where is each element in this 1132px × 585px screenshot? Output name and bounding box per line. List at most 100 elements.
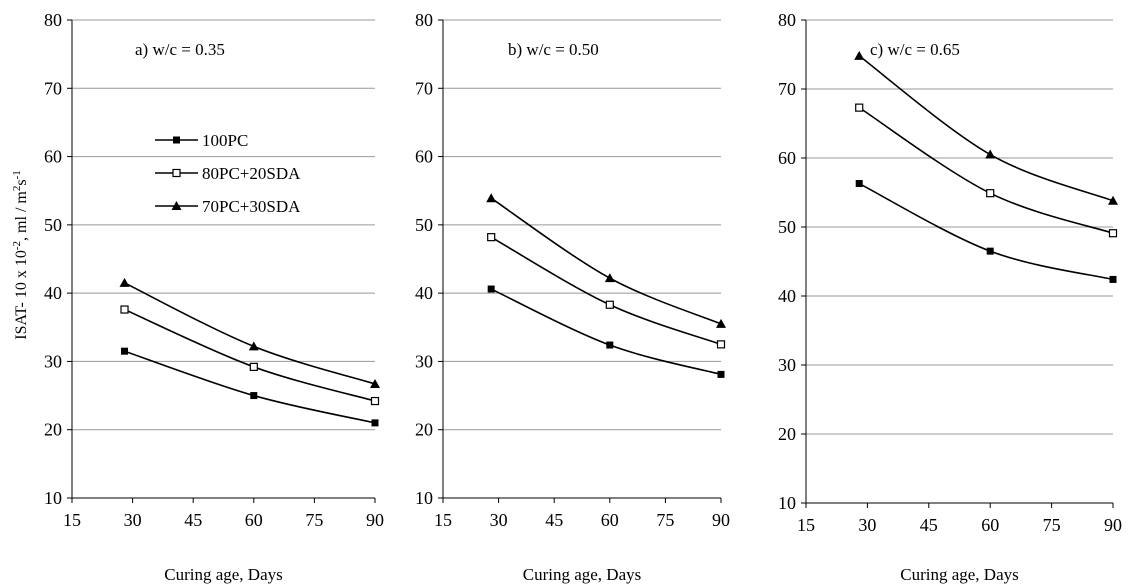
- y-tick-label: 30: [778, 355, 796, 375]
- legend-item-bg: [147, 159, 357, 185]
- series-line: [858, 55, 1114, 202]
- data-point: [716, 318, 726, 328]
- x-tick-label: 15: [797, 515, 815, 535]
- legend-label: 70PC+30SDA: [202, 197, 301, 216]
- x-tick-label: 45: [920, 515, 938, 535]
- data-point: [120, 305, 129, 314]
- data-point: [370, 378, 380, 388]
- legend-item-bg: [147, 126, 357, 152]
- x-tick-label: 75: [305, 510, 323, 530]
- data-point: [487, 285, 495, 293]
- y-tick-label: 80: [44, 10, 62, 30]
- y-tick-label: 20: [778, 424, 796, 444]
- data-point: [855, 180, 863, 188]
- panel-annotation: c) w/c = 0.65: [870, 40, 960, 59]
- y-tick-label: 40: [415, 283, 433, 303]
- series-3: [486, 193, 726, 328]
- y-tick-label: 40: [778, 286, 796, 306]
- y-tick-label: 20: [415, 420, 433, 440]
- data-point: [985, 149, 996, 159]
- y-tick-label: 60: [44, 147, 62, 167]
- series-line: [490, 236, 722, 346]
- legend-marker: [171, 201, 182, 210]
- data-point: [119, 277, 130, 287]
- series-3: [119, 277, 380, 388]
- data-point: [371, 419, 379, 427]
- x-tick-label: 90: [366, 510, 384, 530]
- y-axis-label-unit-exp: -1: [11, 170, 23, 179]
- x-tick-label: 30: [490, 510, 508, 530]
- legend-label: 80PC+20SDA: [202, 164, 301, 183]
- y-tick-label: 80: [778, 10, 796, 30]
- y-tick-label: 50: [415, 215, 433, 235]
- data-point: [854, 50, 865, 60]
- series-1: [487, 285, 725, 378]
- y-tick-label: 10: [44, 488, 62, 508]
- y-tick-label: 10: [415, 488, 433, 508]
- y-tick-label: 50: [778, 217, 796, 237]
- data-point: [1108, 229, 1118, 238]
- y-axis-label-exp: -2: [11, 241, 23, 250]
- y-axis-label-unit-sq: 2: [11, 186, 23, 192]
- legend-label: 100PC: [202, 131, 248, 150]
- series-line: [858, 106, 1114, 234]
- data-point: [606, 341, 614, 349]
- series-line: [124, 308, 376, 402]
- data-point: [855, 103, 864, 112]
- y-axis-label: ISAT- 10 x 10-2, ml / m2s-1: [11, 170, 30, 340]
- x-tick-label: 75: [656, 510, 674, 530]
- y-tick-label: 10: [778, 493, 796, 513]
- data-point: [249, 362, 258, 371]
- chart-panels: 10 20 30 40 50 60 70 80 15 30 45 60 75 90 Curing age, …: [44, 10, 1122, 584]
- panel-annotation: a) w/c = 0.35: [135, 40, 225, 59]
- y-tick-label: 70: [44, 78, 62, 98]
- x-tick-label: 60: [981, 515, 999, 535]
- data-point: [487, 233, 496, 242]
- series-line: [124, 350, 376, 424]
- x-axis-label: Curing age, Days: [523, 565, 642, 584]
- data-point: [986, 247, 994, 255]
- chart-panel-2: 10 20 30 40 50 60 70 80 15 30 45 60 75 90 Curing age, …: [415, 10, 730, 584]
- data-point: [1108, 195, 1118, 205]
- x-tick-label: 30: [858, 515, 876, 535]
- y-tick-label: 30: [44, 351, 62, 371]
- data-point: [604, 273, 615, 283]
- y-tick-label: 60: [415, 147, 433, 167]
- series-2: [855, 103, 1118, 238]
- data-point: [717, 370, 725, 378]
- x-tick-label: 60: [601, 510, 619, 530]
- y-axis-label-text: ISAT- 10 x 10: [13, 250, 30, 340]
- legend-item-bg: [147, 192, 357, 218]
- data-point: [121, 347, 129, 355]
- panel-annotation: b) w/c = 0.50: [508, 40, 599, 59]
- series-1: [121, 347, 379, 427]
- legend-marker: [173, 136, 180, 144]
- x-tick-label: 90: [712, 510, 730, 530]
- legend: 100PC 80PC+20SDA 70PC+30SDA: [147, 126, 357, 218]
- x-tick-label: 15: [434, 510, 452, 530]
- data-point: [605, 300, 614, 309]
- y-tick-label: 60: [778, 148, 796, 168]
- y-tick-label: 40: [44, 283, 62, 303]
- x-tick-label: 90: [1104, 515, 1122, 535]
- data-point: [370, 396, 380, 406]
- y-tick-label: 30: [415, 351, 433, 371]
- data-point: [486, 193, 497, 203]
- legend-marker: [172, 168, 181, 178]
- x-axis-label: Curing age, Days: [900, 565, 1019, 584]
- data-point: [250, 392, 258, 400]
- x-tick-label: 75: [1043, 515, 1061, 535]
- y-tick-label: 70: [415, 78, 433, 98]
- y-tick-label: 50: [44, 215, 62, 235]
- data-point: [248, 341, 259, 351]
- y-axis-label-unit-s: s: [13, 179, 30, 185]
- series-2: [120, 305, 380, 406]
- x-tick-label: 60: [245, 510, 263, 530]
- y-tick-label: 80: [415, 10, 433, 30]
- x-tick-label: 45: [545, 510, 563, 530]
- y-tick-label: 20: [44, 420, 62, 440]
- chart-panel-1: 10 20 30 40 50 60 70 80 15 30 45 60 75 90 Curing age, …: [44, 10, 384, 584]
- x-tick-label: 15: [63, 510, 81, 530]
- x-axis-label: Curing age, Days: [164, 565, 283, 584]
